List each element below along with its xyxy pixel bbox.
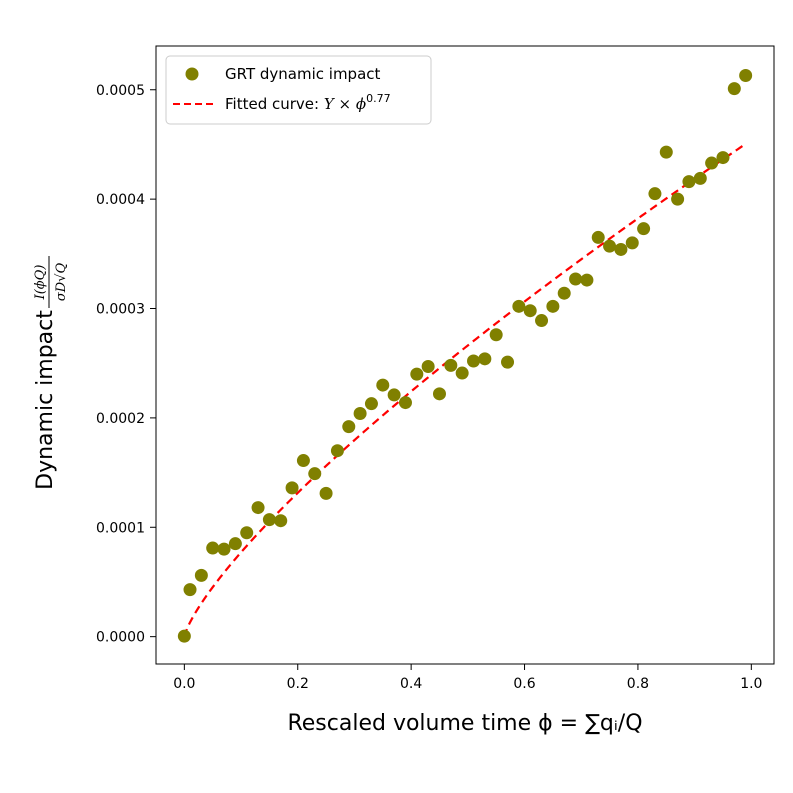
data-point (262, 513, 276, 527)
data-point (240, 526, 254, 540)
data-point (177, 629, 191, 643)
data-point (557, 286, 571, 300)
x-tick-label: 0.6 (513, 676, 535, 692)
data-point (603, 239, 617, 253)
y-tick-label: 0.0000 (96, 630, 145, 646)
legend-fit-label-math: Y × ϕ (324, 95, 366, 113)
data-point (455, 366, 469, 380)
data-point (648, 187, 662, 201)
data-point (705, 156, 719, 170)
data-point (194, 568, 208, 582)
plot-frame (155, 45, 775, 665)
x-axis-title: Rescaled volume time ϕ = ∑qᵢ/Q (287, 711, 642, 736)
data-point (659, 145, 673, 159)
plot-border (155, 45, 775, 665)
data-point (637, 222, 651, 236)
data-point (682, 175, 696, 189)
data-point (274, 514, 288, 528)
legend-fit-label: Fitted curve: Y × ϕ0.77 (225, 92, 391, 113)
data-point (614, 242, 628, 256)
y-axis-fraction-numerator: I(ϕQ) (33, 265, 48, 301)
data-point (364, 397, 378, 411)
data-point (512, 299, 526, 313)
data-point (217, 542, 231, 556)
y-axis-title: Dynamic impact I(ϕQ) σD√Q (33, 256, 69, 490)
data-point (421, 359, 435, 373)
data-point (296, 454, 310, 468)
data-point (716, 151, 730, 165)
data-point (671, 192, 685, 206)
plot-background (156, 46, 774, 664)
data-point (228, 537, 242, 551)
legend-scatter-label: GRT dynamic impact (225, 65, 381, 83)
data-point (319, 486, 333, 500)
data-point (444, 358, 458, 372)
fit-curve-layer (183, 142, 747, 638)
data-point (330, 444, 344, 458)
fit-curve-line (183, 142, 747, 638)
data-point (739, 69, 753, 83)
data-point (387, 388, 401, 402)
y-tick-label: 0.0001 (96, 520, 145, 536)
data-point (376, 378, 390, 392)
x-tick-label: 0.0 (173, 676, 195, 692)
data-point (467, 354, 481, 368)
x-tick-label: 0.4 (400, 676, 422, 692)
x-tick-label: 0.2 (287, 676, 309, 692)
data-point (591, 230, 605, 244)
data-point (693, 171, 707, 185)
data-point (625, 236, 639, 250)
y-axis-fraction-denominator: σD√Q (54, 263, 69, 302)
data-point (432, 387, 446, 401)
data-point (580, 273, 594, 287)
data-point (410, 367, 424, 381)
y-tick-label: 0.0004 (96, 192, 145, 208)
data-point (535, 314, 549, 328)
legend-scatter-marker (185, 67, 199, 81)
y-tick-label: 0.0003 (96, 302, 145, 318)
data-point (342, 420, 356, 434)
scatter-points-layer (177, 69, 753, 643)
data-point (727, 82, 741, 96)
x-tick-label: 0.8 (627, 676, 649, 692)
data-point (569, 272, 583, 286)
y-tick-label: 0.0005 (96, 83, 145, 99)
legend-fit-label-sup: 0.77 (366, 92, 391, 105)
data-point (501, 355, 515, 369)
data-point (546, 299, 560, 313)
data-point (285, 481, 299, 495)
data-point (478, 352, 492, 366)
data-point (308, 467, 322, 481)
data-point (523, 304, 537, 318)
data-point (353, 407, 367, 421)
data-point (251, 501, 265, 515)
y-axis-title-text: Dynamic impact (33, 310, 58, 490)
plot-area (156, 46, 774, 664)
y-tick-label: 0.0002 (96, 411, 145, 427)
axis-ticks: 0.0 0.2 0.4 0.6 0.8 1.0 0.0000 0.0001 0.0002 0.00… (96, 83, 762, 692)
legend-fit-label-prefix: Fitted curve: (225, 95, 324, 113)
x-tick-label: 1.0 (740, 676, 762, 692)
data-point (489, 328, 503, 342)
legend-box (165, 55, 432, 125)
legend: GRT dynamic impact Fitted curve: Y × ϕ0.… (165, 55, 432, 125)
x-axis-title-text: Rescaled volume time ϕ = ∑qᵢ/Q (287, 711, 642, 736)
data-point (183, 583, 197, 597)
data-point (398, 396, 412, 410)
data-point (206, 541, 220, 555)
